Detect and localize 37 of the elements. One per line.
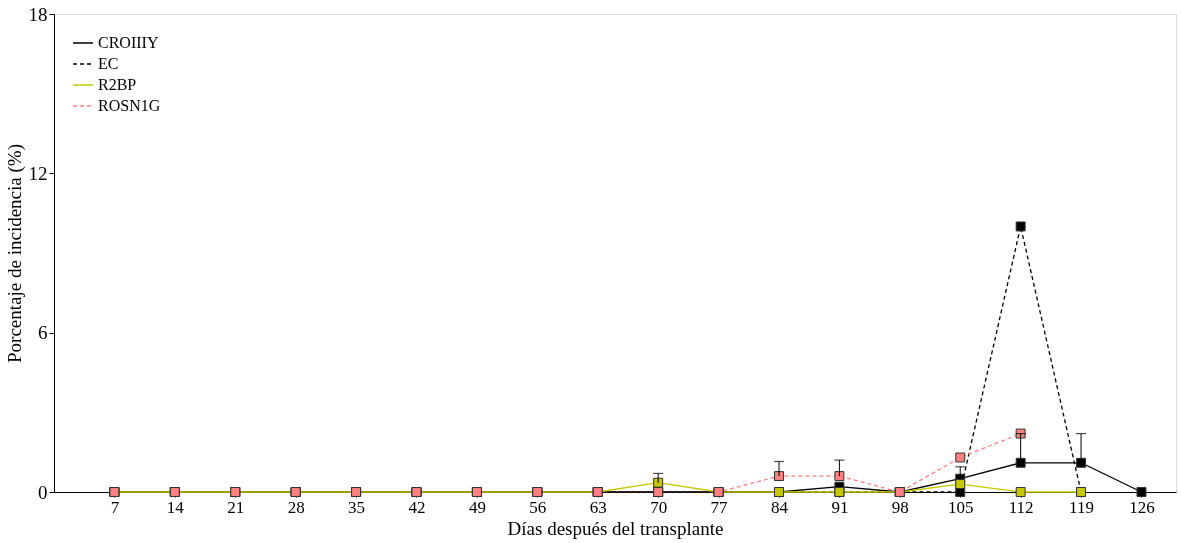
legend-label: EC	[98, 55, 119, 72]
x-tick-label: 98	[891, 497, 909, 517]
x-tick-label: 119	[1069, 497, 1094, 517]
legend-label: R2BP	[98, 76, 137, 93]
point	[774, 471, 784, 482]
x-tick-label: 91	[831, 497, 849, 517]
x-axis-title: Días después del transplante	[507, 517, 724, 539]
point	[1076, 457, 1087, 468]
x-tick-label: 49	[468, 497, 486, 517]
y-axis-title: Porcentaje de incidencia (%)	[3, 144, 26, 363]
y-tick-label: 12	[28, 162, 48, 184]
x-tick-label: 56	[529, 497, 547, 517]
point	[955, 479, 966, 490]
x-tick-label: 126	[1129, 497, 1155, 517]
point	[834, 471, 845, 482]
point	[955, 452, 966, 463]
legend-label: CROIIIY	[98, 34, 159, 51]
x-tick-label: 84	[770, 497, 789, 517]
point	[1015, 487, 1026, 497]
y-tick-label: 0	[38, 481, 48, 503]
point	[1015, 457, 1026, 468]
x-tick-label: 42	[408, 497, 426, 517]
x-tick-label: 63	[589, 497, 607, 517]
legend-label: ROSN1G	[98, 97, 161, 114]
x-tick-label: 105	[947, 497, 974, 517]
x-tick-label: 70	[650, 497, 668, 517]
point	[1136, 487, 1147, 497]
x-tick-label: 7	[110, 497, 120, 517]
point	[1015, 221, 1026, 232]
x-tick-label: 35	[348, 497, 366, 517]
x-tick-label: 77	[710, 497, 729, 517]
y-tick-label: 18	[28, 3, 48, 25]
x-tick-label: 28	[287, 497, 305, 517]
y-tick-label: 6	[38, 322, 48, 344]
x-tick-label: 21	[227, 497, 245, 517]
x-tick-label: 112	[1008, 497, 1034, 517]
x-tick-label: 14	[166, 497, 185, 517]
